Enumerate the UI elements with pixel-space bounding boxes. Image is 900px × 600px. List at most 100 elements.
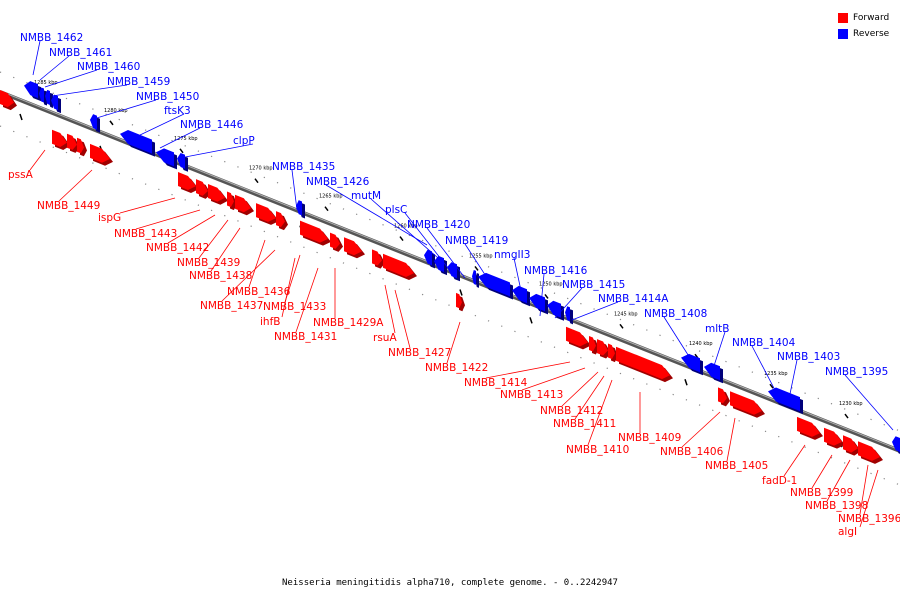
gene-label-forward: NMBB_1449	[37, 200, 100, 212]
gene-label-forward: NMBB_1427	[388, 347, 451, 359]
gene-label-reverse: NMBB_1408	[644, 308, 707, 320]
gene-forward	[383, 253, 414, 277]
leader-line-forward	[561, 371, 599, 407]
gene-label-reverse: NMBB_1395	[825, 366, 888, 378]
gene-label-forward: NMBB_1396	[838, 513, 900, 525]
scale-tick	[844, 413, 849, 419]
gene-label-forward: NMBB_1409	[618, 432, 681, 444]
gene-forward	[597, 339, 608, 356]
gene-label-forward: NMBB_1436	[227, 286, 291, 298]
leader-line-forward	[167, 214, 216, 244]
gene-reverse	[51, 94, 58, 111]
leader-line-forward	[221, 249, 276, 302]
scale-label: 1240 kbp	[689, 341, 713, 347]
leader-line-reverse	[789, 359, 798, 395]
gene-reverse	[478, 272, 510, 297]
leader-line-reverse	[51, 84, 128, 97]
gene-forward	[589, 335, 596, 352]
gene-forward	[67, 133, 77, 150]
gene-label-forward: fadD-1	[762, 475, 797, 487]
gene-label-reverse: NMBB_1426	[306, 176, 370, 188]
leader-line-forward	[210, 227, 241, 272]
genome-caption: Neisseria meningitidis alpha710, complet…	[282, 578, 618, 588]
leader-line-forward	[281, 257, 296, 318]
gene-label-forward: NMBB_1411	[553, 418, 616, 430]
gene-label-reverse: NMBB_1446	[180, 119, 244, 131]
gene-label-forward: ihfB	[260, 316, 280, 328]
gene-forward	[730, 391, 762, 415]
gene-reverse	[424, 249, 432, 266]
scale-label: 1250 kbp	[539, 281, 563, 287]
scale-tick	[474, 266, 479, 271]
scale-tick	[399, 236, 404, 242]
gene-forward	[0, 90, 14, 108]
scale-tick	[769, 383, 774, 389]
gene-forward	[90, 143, 110, 163]
leader-line-reverse	[513, 257, 524, 301]
gene-label-forward: NMBB_1422	[425, 362, 488, 374]
gene-label-reverse: NMBB_1462	[20, 32, 83, 44]
leader-line-forward	[119, 197, 176, 214]
scale-tick	[544, 293, 549, 299]
gene-forward	[824, 427, 842, 446]
leader-line-reverse	[89, 99, 157, 121]
leader-line-forward	[384, 284, 396, 334]
gene-label-forward: NMBB_1405	[705, 460, 768, 472]
gene-label-forward: NMBB_1414	[464, 377, 528, 389]
leader-line-reverse	[539, 273, 545, 317]
leader-line-forward	[859, 469, 879, 528]
gene-forward	[797, 416, 820, 437]
legend-reverse-label: Reverse	[853, 29, 890, 39]
scale-label: 1255 kbp	[469, 253, 493, 259]
gene-label-reverse: NMBB_1450	[136, 91, 199, 103]
scale-label: 1235 kbp	[764, 371, 788, 377]
scale-label: 1245 kbp	[614, 311, 638, 317]
leader-line-forward	[859, 464, 869, 515]
scale-tick	[619, 323, 624, 329]
gene-label-forward: NMBB_1443	[114, 228, 177, 240]
gene-reverse	[24, 81, 38, 99]
leader-line-forward	[783, 444, 806, 477]
legend-forward: Forward	[838, 10, 889, 26]
gene-label-reverse: NMBB_1414A	[598, 293, 669, 305]
leader-line-forward	[826, 459, 851, 502]
gene-reverse	[472, 269, 476, 285]
gene-forward	[330, 232, 340, 249]
guide-dots-lower	[0, 125, 900, 486]
gene-label-reverse: NMBB_1435	[272, 161, 335, 173]
gene-label-reverse: NMBB_1404	[732, 337, 796, 349]
gene-label-forward: NMBB_1431	[274, 331, 337, 343]
gene-label-reverse: ftsK3	[164, 105, 191, 117]
reverse-swatch	[838, 29, 848, 39]
gene-label-reverse: NMBB_1415	[562, 279, 625, 291]
leader-line-forward	[681, 411, 721, 448]
leader-line-forward	[58, 169, 93, 202]
gene-forward	[227, 191, 234, 208]
scale-tick	[109, 120, 114, 126]
gene-label-forward: NMBB_1442	[146, 242, 209, 254]
leader-line-reverse	[32, 40, 41, 76]
leader-line-reverse	[291, 169, 298, 211]
gene-forward	[276, 211, 285, 228]
gene-label-forward: pssA	[8, 169, 34, 181]
leader-line-forward	[726, 417, 736, 462]
legend-reverse: Reverse	[838, 26, 889, 42]
gene-label-forward: NMBB_1410	[566, 444, 629, 456]
gene-label-reverse: nmgII3	[494, 249, 530, 261]
guide-dots-upper	[0, 71, 900, 432]
gene-label-reverse: clpP	[233, 135, 255, 147]
leader-line-reverse	[711, 331, 726, 373]
gene-forward	[843, 435, 858, 453]
gene-label-forward: algI	[838, 526, 857, 538]
minor-tick	[529, 317, 533, 324]
scale-tick	[254, 178, 259, 184]
gene-label-reverse: NMBB_1460	[77, 61, 140, 73]
leader-line-reverse	[159, 127, 201, 149]
scale-label: 1280 kbp	[104, 108, 128, 114]
gene-forward	[52, 129, 67, 148]
forward-swatch	[838, 13, 848, 23]
scale-label: 1265 kbp	[319, 194, 343, 200]
gene-reverse	[892, 436, 900, 453]
leader-line-reverse	[571, 301, 619, 321]
